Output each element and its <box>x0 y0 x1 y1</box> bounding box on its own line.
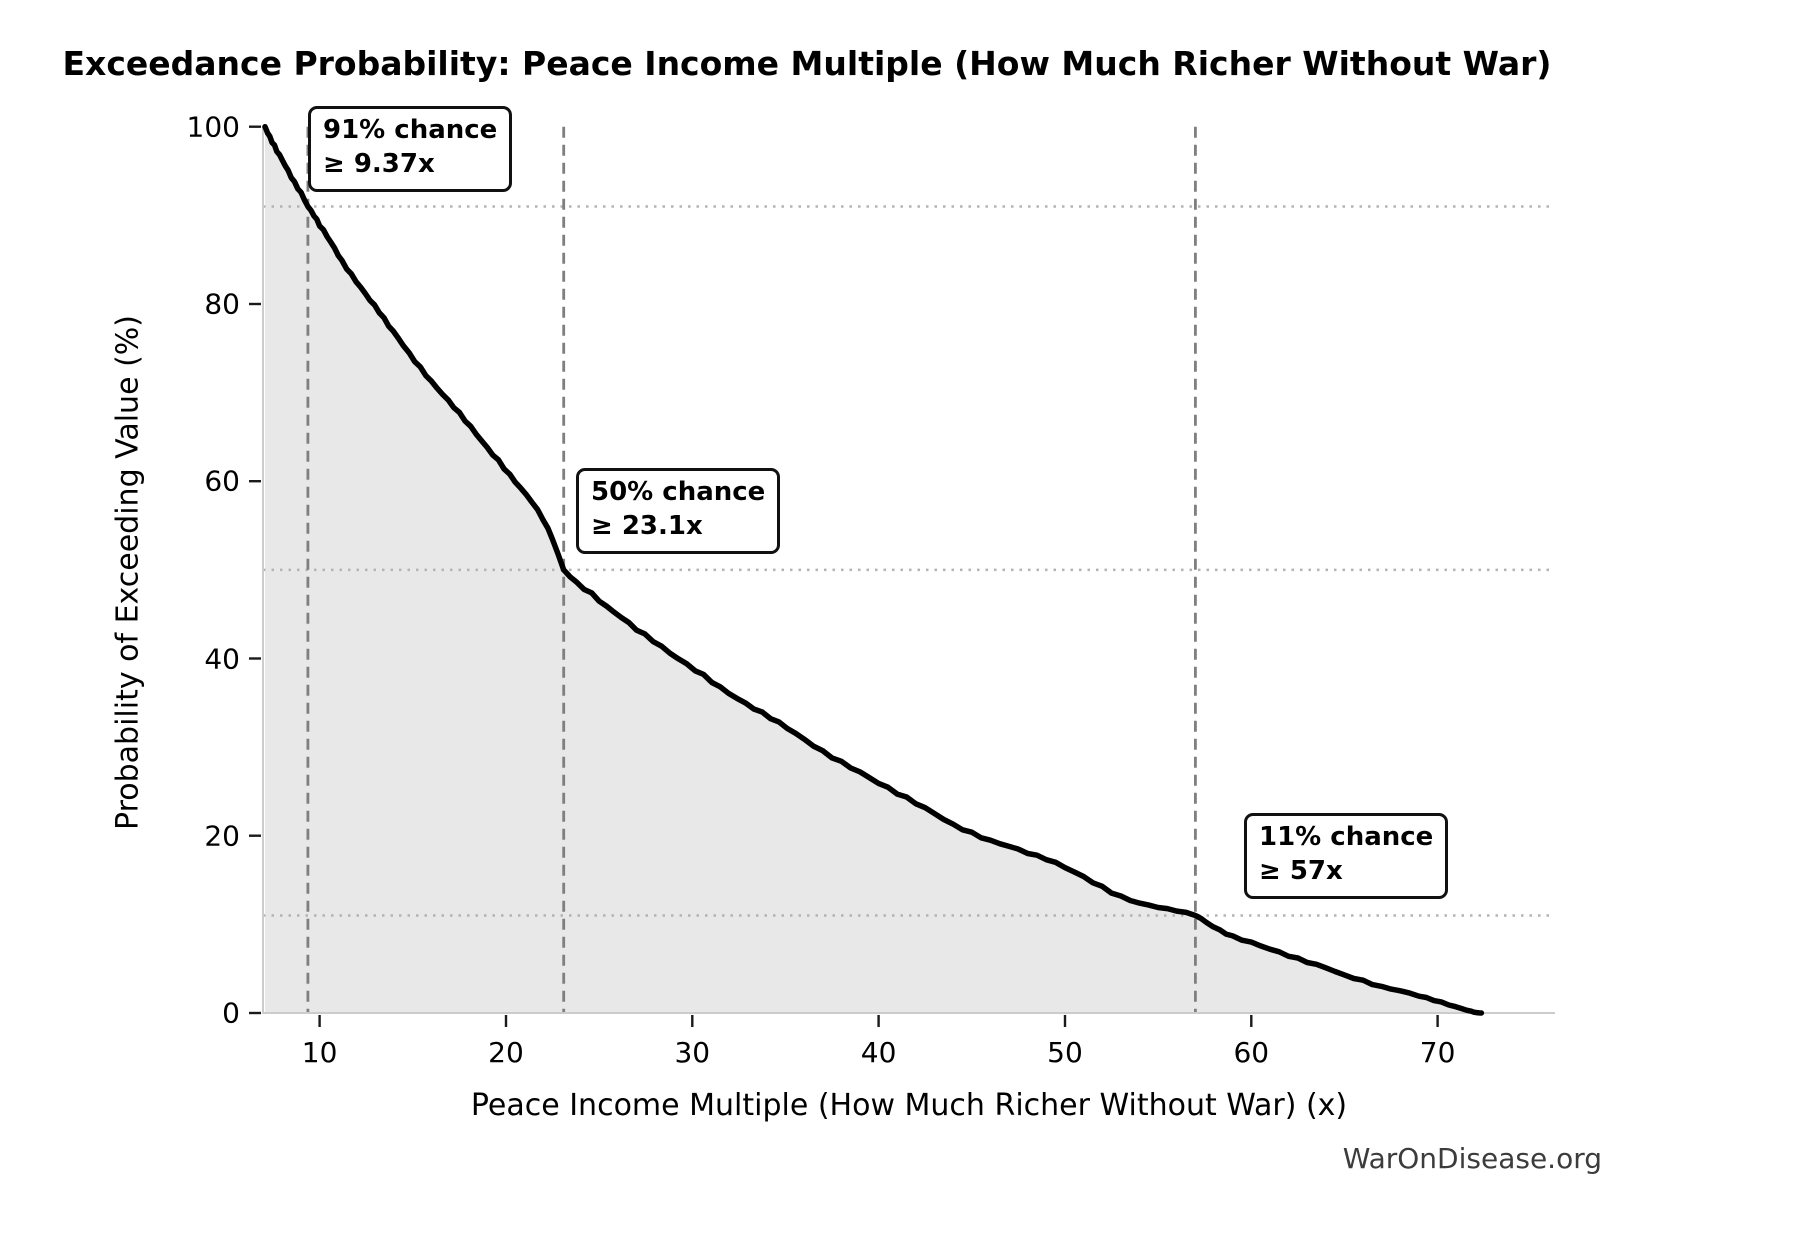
annotation-chance-text: 11% chance <box>1259 822 1434 852</box>
chart-title: Exceedance Probability: Peace Income Mul… <box>62 44 1552 83</box>
y-tick-label-40: 40 <box>204 642 240 675</box>
annotation-box-50pct: 50% chance ≥ 23.1x <box>576 468 781 554</box>
x-axis-label: Peace Income Multiple (How Much Richer W… <box>470 1088 1348 1123</box>
y-tick-label-100: 100 <box>186 110 240 144</box>
x-tick-label-30: 30 <box>674 1036 711 1069</box>
x-tick-label-50: 50 <box>1047 1036 1083 1069</box>
x-tick-label-40: 40 <box>860 1036 897 1069</box>
annotation-threshold-text: ≥ 9.37x <box>323 148 435 179</box>
y-tick-label-60: 60 <box>204 464 240 498</box>
source-attribution: WarOnDisease.org <box>1342 1142 1602 1175</box>
annotation-threshold-text: ≥ 57x <box>1259 855 1343 886</box>
curve-fill-area <box>265 126 1482 1013</box>
exceedance-curve <box>262 123 1485 1016</box>
x-tick-label-60: 60 <box>1233 1036 1270 1069</box>
x-tick-label-10: 10 <box>301 1036 338 1069</box>
annotation-threshold-text: ≥ 23.1x <box>591 510 703 541</box>
annotation-chance-text: 50% chance <box>591 477 766 507</box>
y-axis-label: Probability of Exceeding Value (%) <box>110 315 146 830</box>
x-tick-label-70: 70 <box>1419 1036 1456 1069</box>
y-tick-label-80: 80 <box>204 287 240 321</box>
annotation-box-91pct: 91% chance ≥ 9.37x <box>308 106 513 192</box>
y-tick-label-0: 0 <box>222 996 240 1030</box>
y-tick-label-20: 20 <box>204 819 240 853</box>
annotation-box-11pct: 11% chance ≥ 57x <box>1244 813 1449 899</box>
annotation-chance-text: 91% chance <box>323 115 498 145</box>
x-tick-label-20: 20 <box>488 1036 524 1069</box>
